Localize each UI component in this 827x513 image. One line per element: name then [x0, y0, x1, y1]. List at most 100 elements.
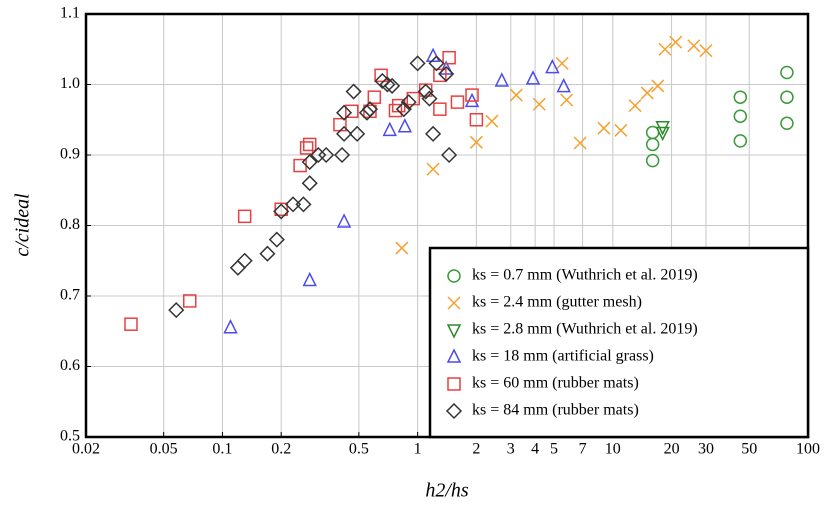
scatter-point [388, 103, 403, 118]
legend-label: ks = 2.4 mm (gutter mesh) [472, 294, 642, 311]
scatter-point [525, 70, 541, 85]
scatter-point [465, 88, 479, 102]
y-axis-label: c/cideal [12, 193, 34, 257]
marker [446, 348, 462, 363]
y-tick-label: 0.5 [60, 428, 80, 445]
scatter-point [299, 141, 314, 155]
scatter-point [560, 93, 574, 107]
scatter-point [336, 125, 353, 142]
scatter-point [237, 209, 252, 224]
scatter-point [433, 68, 447, 83]
scatter-point [438, 65, 455, 82]
scatter-point [384, 77, 401, 94]
x-tick-label: 0.05 [150, 441, 178, 458]
scatter-point [268, 231, 285, 248]
scatter-point [733, 90, 748, 104]
scatter-point [400, 94, 417, 111]
scatter-point [295, 196, 312, 213]
legend-label: ks = 18 mm (artificial grass) [472, 348, 654, 365]
y-tick-label: 0.9 [60, 146, 80, 163]
scatter-point [442, 50, 456, 65]
legend-label: ks = 2.8 mm (Wuthrich et al. 2019) [472, 321, 698, 338]
x-tick-label: 1 [414, 441, 422, 458]
marker [447, 296, 461, 310]
y-tick-label: 1.1 [60, 5, 80, 22]
scatter-point [699, 44, 713, 58]
scatter-point [336, 104, 353, 121]
scatter-point [655, 126, 670, 142]
scatter-point [658, 42, 672, 56]
scatter-point [441, 146, 458, 164]
scatter-point [168, 302, 185, 319]
scatter-point [614, 123, 628, 137]
scatter-point [382, 121, 397, 137]
scatter-point [273, 203, 290, 220]
legend-label: ks = 84 mm (rubber mats) [472, 402, 639, 419]
legend-label: ks = 60 mm (rubber mats) [472, 375, 639, 392]
scatter-point [733, 134, 748, 148]
scatter-point [556, 77, 571, 93]
scatter-point [669, 35, 683, 49]
scatter-point [409, 55, 426, 72]
scatter-point [124, 317, 138, 331]
scatter-point [640, 86, 654, 100]
scatter-point [395, 241, 409, 255]
scatter-point [274, 202, 288, 217]
scatter-point [302, 137, 317, 152]
scatter-point [229, 259, 246, 276]
scatter-point [428, 55, 445, 72]
scatter-point [310, 146, 327, 164]
scatter-point [302, 271, 317, 287]
scatter-point [687, 39, 701, 53]
x-tick-label: 0.1 [212, 441, 232, 458]
scatter-point [573, 136, 587, 150]
scatter-point [318, 146, 335, 164]
x-tick-label: 20 [664, 441, 680, 458]
scatter-point [425, 125, 442, 142]
scatter-point [780, 90, 794, 104]
x-tick-label: 30 [698, 441, 714, 458]
legend-label: ks = 0.7 mm (Wuthrich et al. 2019) [472, 267, 698, 284]
scatter-point [494, 72, 510, 87]
scatter-point [597, 121, 611, 135]
scatter-point [469, 135, 483, 149]
scatter-point [379, 76, 396, 93]
scatter-point [361, 101, 379, 118]
marker [447, 269, 461, 283]
scatter-point [367, 90, 382, 104]
x-tick-label: 50 [741, 441, 757, 458]
x-tick-label: 0.2 [271, 441, 291, 458]
x-tick-label: 5 [550, 441, 558, 458]
marker [447, 377, 461, 391]
marker [446, 324, 462, 339]
scatter-point [284, 196, 302, 213]
legend-box [428, 246, 810, 439]
scatter-point [333, 146, 351, 164]
scatter-point [485, 114, 499, 128]
x-axis-label: h2/hs [425, 480, 469, 502]
scatter-point [345, 104, 359, 119]
y-tick-label: 0.8 [60, 216, 80, 233]
scatter-point [780, 65, 794, 80]
scatter-point [374, 68, 388, 83]
scatter-point [651, 79, 665, 93]
scatter-point [425, 47, 441, 63]
scatter-point [345, 83, 362, 100]
x-tick-label: 0.5 [349, 441, 369, 458]
x-tick-label: 7 [579, 441, 587, 458]
x-tick-label: 4 [531, 441, 539, 458]
scatter-point [259, 245, 276, 262]
scatter-point [532, 97, 546, 111]
x-tick-label: 100 [796, 441, 820, 458]
scatter-point [236, 252, 253, 269]
scatter-point [223, 319, 238, 334]
y-tick-label: 0.7 [60, 287, 80, 304]
marker [445, 402, 463, 420]
scatter-point [450, 95, 465, 109]
y-tick-label: 1.0 [60, 75, 80, 92]
scatter-point [645, 137, 660, 152]
scatter-point [421, 90, 438, 107]
scatter-point [545, 58, 560, 74]
scatter-point [628, 99, 642, 113]
